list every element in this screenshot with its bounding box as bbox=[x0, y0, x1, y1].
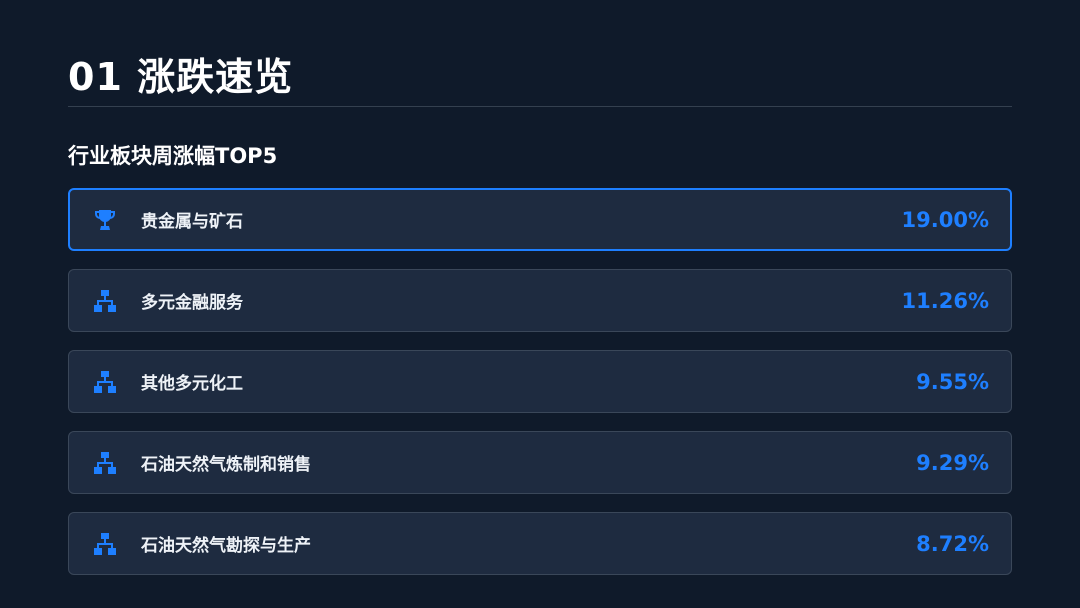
hierarchy-icon bbox=[94, 370, 116, 393]
item-value: 19.00% bbox=[901, 207, 989, 232]
item-value: 9.29% bbox=[916, 450, 989, 475]
list-item[interactable]: 贵金属与矿石 19.00% bbox=[68, 188, 1012, 251]
hierarchy-icon bbox=[94, 289, 116, 312]
list-item[interactable]: 其他多元化工 9.55% bbox=[68, 350, 1012, 413]
section-title: 行业板块周涨幅TOP5 bbox=[68, 144, 278, 168]
item-name: 其他多元化工 bbox=[141, 374, 243, 394]
divider bbox=[68, 106, 1012, 107]
list-item[interactable]: 石油天然气炼制和销售 9.29% bbox=[68, 431, 1012, 494]
industry-list: 贵金属与矿石 19.00% 多元金融服务 11.26% 其他多元化工 9.55%… bbox=[68, 188, 1012, 593]
hierarchy-icon bbox=[94, 451, 116, 474]
list-item[interactable]: 石油天然气勘探与生产 8.72% bbox=[68, 512, 1012, 575]
trophy-icon bbox=[95, 209, 115, 230]
item-name: 多元金融服务 bbox=[141, 293, 243, 313]
item-name: 石油天然气勘探与生产 bbox=[141, 536, 311, 556]
list-item[interactable]: 多元金融服务 11.26% bbox=[68, 269, 1012, 332]
page-title: 01 涨跌速览 bbox=[68, 55, 294, 99]
item-value: 8.72% bbox=[916, 531, 989, 556]
item-value: 11.26% bbox=[901, 288, 989, 313]
item-name: 石油天然气炼制和销售 bbox=[141, 455, 311, 475]
item-name: 贵金属与矿石 bbox=[141, 212, 243, 232]
item-value: 9.55% bbox=[916, 369, 989, 394]
hierarchy-icon bbox=[94, 532, 116, 555]
